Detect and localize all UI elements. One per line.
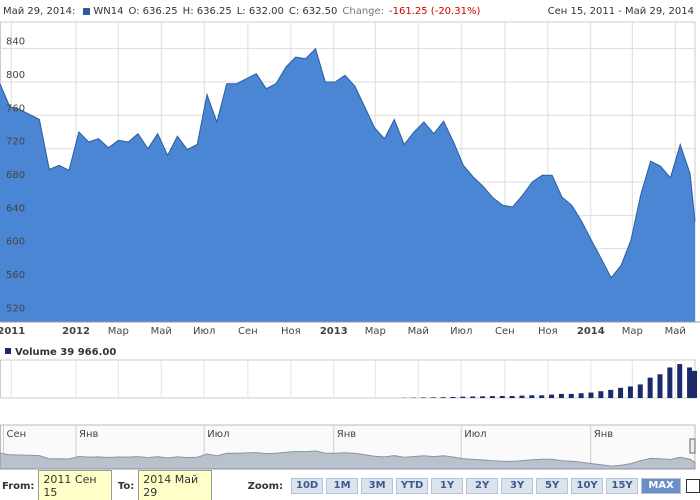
navigator-label: Янв (337, 429, 356, 440)
x-tick-label: Июл (193, 326, 215, 337)
y-tick-label: 840 (6, 37, 25, 48)
volume-bar (509, 395, 515, 398)
volume-bar (480, 396, 486, 398)
volume-bar (647, 377, 653, 398)
x-tick-label: Мар (108, 326, 129, 337)
y-tick-label: 680 (6, 170, 25, 181)
zoom-button[interactable]: 10D (291, 478, 324, 494)
volume-bar (618, 387, 624, 398)
zoom-button[interactable]: 15Y (606, 478, 639, 494)
x-tick-label: 2014 (577, 326, 605, 337)
zoom-button[interactable]: 3M (361, 478, 394, 494)
from-label: From: (2, 480, 35, 492)
y-tick-label: 600 (6, 237, 25, 248)
x-tick-label: Май (665, 326, 686, 337)
volume-bar (608, 389, 614, 398)
date-range: Сен 15, 2011 - Май 29, 2014 (547, 5, 694, 17)
x-tick-label: Мар (622, 326, 643, 337)
high: H: 636.25 (182, 5, 232, 17)
volume-bar (588, 392, 594, 398)
zoom-button[interactable]: 2Y (466, 478, 499, 494)
y-tick-label: 800 (6, 70, 25, 81)
zoom-button[interactable]: 10Y (571, 478, 604, 494)
y-tick-label: 520 (6, 303, 25, 314)
volume-bar (470, 396, 476, 398)
volume-bar (568, 393, 574, 398)
header: Май 29, 2014: WN14 O: 636.25 H: 636.25 L… (0, 0, 700, 22)
close: C: 632.50 (288, 5, 338, 17)
y-tick-label: 720 (6, 137, 25, 148)
x-tick-label: Июл (450, 326, 472, 337)
header-date: Май 29, 2014: (3, 5, 76, 17)
navigator-label: Июл (207, 429, 229, 440)
zoom-buttons: 10D 1M 3M YTD 1Y 2Y 3Y 5Y 10Y 15Y MAX (291, 478, 684, 494)
navigator-label: Сен (7, 429, 27, 440)
volume-bar (460, 396, 466, 398)
zoom-label: Zoom: (247, 480, 284, 492)
line (0, 47, 696, 279)
volume-bar (578, 393, 584, 398)
volume-title: Volume 39 966.00 (15, 347, 116, 358)
zoom-button[interactable]: 5Y (536, 478, 569, 494)
zoom-button[interactable]: YTD (396, 478, 429, 494)
x-tick-label: 2011 (0, 326, 25, 337)
low: L: 632.00 (236, 5, 284, 17)
volume-bar (627, 386, 633, 398)
controls: From: 2011 Сен 15 To: 2014 Май 29 Zoom: … (0, 470, 700, 500)
y-tick-label: 760 (6, 103, 25, 114)
volume-bar (539, 395, 545, 398)
y-tick-label: 640 (6, 203, 25, 214)
open: O: 636.25 (128, 5, 178, 17)
zoom-button[interactable]: 3Y (501, 478, 534, 494)
volume-bar (529, 395, 535, 398)
x-tick-label: Сен (495, 326, 515, 337)
from-input[interactable]: 2011 Сен 15 (38, 470, 112, 500)
navigator-handle (689, 438, 696, 454)
navigator-label: Янв (79, 429, 98, 440)
volume-bar (450, 396, 456, 398)
x-tick-label: Ноя (538, 326, 558, 337)
y-tick-label: 560 (6, 270, 25, 281)
volume-bar (440, 397, 446, 398)
volume-bar (519, 395, 525, 398)
volume-bar (558, 393, 564, 398)
zoom-button[interactable]: 1M (326, 478, 359, 494)
fullscreen-icon[interactable] (686, 479, 700, 493)
volume-bar (692, 370, 697, 398)
volume-bar (657, 374, 663, 398)
volume-bar (420, 397, 426, 398)
volume-bar (430, 397, 436, 398)
x-tick-label: Мар (365, 326, 386, 337)
legend-name: WN14 (93, 5, 124, 17)
change: -161.25 (-20.31%) (389, 5, 481, 17)
x-tick-label: Май (151, 326, 172, 337)
navigator-label: Июл (464, 429, 486, 440)
navigator-area (0, 450, 696, 470)
volume-bar (677, 364, 683, 398)
volume-bar (637, 384, 643, 398)
volume-bar (499, 395, 505, 398)
volume-bar (667, 367, 673, 398)
x-tick-label: 2013 (320, 326, 348, 337)
volume-bar (598, 391, 604, 398)
to-input[interactable]: 2014 Май 29 (138, 470, 212, 500)
volume-bar (687, 367, 693, 398)
x-tick-label: Ноя (281, 326, 301, 337)
x-tick-label: Сен (238, 326, 258, 337)
volume-bar (489, 396, 495, 398)
area (0, 48, 695, 322)
zoom-button[interactable]: MAX (641, 478, 682, 494)
x-tick-label: Май (408, 326, 429, 337)
chart: 2011 2012 Мар Май Июл Сен Ноя 2013 Мар Май Июл Сен Н… (0, 21, 700, 470)
x-tick-label: 2012 (62, 326, 90, 337)
to-label: To: (117, 480, 135, 492)
legend-swatch (83, 7, 91, 15)
navigator-label: Янв (594, 429, 613, 440)
volume-swatch (5, 348, 11, 354)
zoom-button[interactable]: 1Y (431, 478, 464, 494)
change-label: Change: (342, 5, 385, 17)
volume-bar (549, 394, 555, 398)
